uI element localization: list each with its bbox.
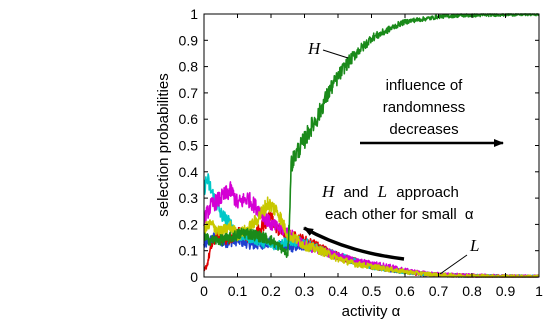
y-tick-label: 0.6 bbox=[179, 111, 199, 127]
x-tick-label: 0.7 bbox=[429, 283, 449, 299]
y-tick-label: 1 bbox=[190, 6, 198, 22]
approach-annotation-line2: each other for small α bbox=[325, 206, 474, 223]
x-tick-label: 0.8 bbox=[462, 283, 482, 299]
x-tick-label: 0.3 bbox=[295, 283, 315, 299]
y-tick-label: 0.5 bbox=[179, 138, 199, 154]
x-tick-label: 0.9 bbox=[496, 283, 516, 299]
y-tick-label: 0.4 bbox=[179, 164, 199, 180]
series-layer bbox=[203, 13, 540, 278]
x-tick-label: 0.1 bbox=[228, 283, 248, 299]
y-tick-label: 0.2 bbox=[179, 216, 199, 232]
x-tick-label: 0 bbox=[200, 283, 208, 299]
l-label-pointer bbox=[439, 254, 468, 275]
l-series-label: L bbox=[469, 236, 479, 255]
approach-annotation-line1: H and L approach bbox=[321, 182, 459, 201]
approach-l: L bbox=[377, 182, 387, 201]
x-tick-label: 0.5 bbox=[362, 283, 382, 299]
h-series-label: H bbox=[307, 39, 322, 58]
y-tick-label: 0.9 bbox=[179, 32, 199, 48]
influence-annotation-line1: influence of bbox=[386, 77, 464, 94]
axes-layer: 0 0.1 0.2 0.3 0.4 0.5 0.6 0.7 0.8 0.9 1 0 0.1 0.2 0.3 0… bbox=[179, 6, 543, 299]
series-line-l bbox=[203, 196, 540, 278]
y-tick-label: 0.8 bbox=[179, 59, 199, 75]
y-axis-label: selection probabilities bbox=[155, 73, 172, 216]
approach-arrow bbox=[303, 226, 405, 261]
approach-h: H bbox=[321, 182, 336, 201]
approach-and: and bbox=[343, 184, 368, 201]
x-tick-label: 0.2 bbox=[261, 283, 281, 299]
approach-alpha: α bbox=[465, 206, 474, 223]
approach-word: approach bbox=[396, 184, 459, 201]
x-tick-label: 0.6 bbox=[395, 283, 415, 299]
x-tick-label: 1 bbox=[535, 283, 543, 299]
x-axis-label: activity α bbox=[342, 303, 401, 320]
influence-annotation-line2: randomness bbox=[383, 99, 466, 116]
y-tick-label: 0.7 bbox=[179, 85, 199, 101]
y-tick-label: 0.1 bbox=[179, 243, 199, 259]
influence-annotation-line3: decreases bbox=[389, 121, 458, 138]
h-label-pointer bbox=[322, 49, 349, 59]
x-tick-label: 0.4 bbox=[328, 283, 348, 299]
approach-line2-text: each other for small bbox=[325, 206, 457, 223]
y-tick-label: 0.3 bbox=[179, 190, 199, 206]
y-tick-label: 0 bbox=[190, 269, 198, 285]
